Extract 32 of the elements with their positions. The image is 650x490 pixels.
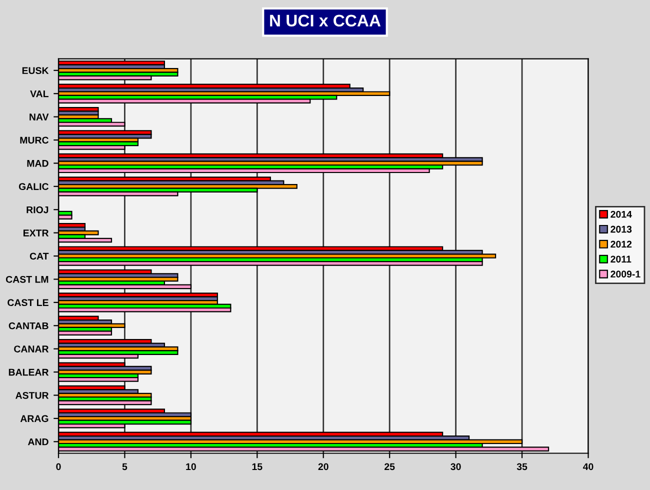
legend-label: 2011	[610, 256, 632, 263]
chart-title: N UCI x CCAA	[270, 14, 381, 27]
y-tick-label: NAV	[30, 114, 49, 120]
y-tick-label: ASTUR	[16, 392, 49, 399]
y-tick-label: VAL	[30, 90, 48, 98]
legend-label: 2013	[610, 226, 632, 233]
x-tick-label: 30	[450, 463, 461, 470]
legend-label: 2012	[610, 240, 632, 248]
x-tick-label: 35	[516, 463, 528, 470]
x-tick-label: 20	[318, 463, 328, 470]
y-tick-label: CAST LM	[6, 276, 48, 283]
y-tick-label: RIOJ	[26, 206, 48, 214]
legend-label: 2014	[610, 210, 632, 218]
y-tick-label: CANAR	[14, 346, 49, 352]
y-tick-label: CANTAB	[8, 322, 48, 330]
x-tick-label: 10	[186, 463, 196, 470]
y-tick-label: GALIC	[18, 183, 49, 190]
y-tick-label: MURC	[20, 136, 49, 144]
legend-label: 2009-1	[610, 270, 640, 278]
x-tick-label: 0	[56, 463, 61, 470]
y-tick-label: MAD	[27, 160, 48, 167]
y-tick-label: BALEAR	[8, 368, 49, 376]
x-tick-label: 5	[122, 463, 128, 470]
y-tick-label: CAT	[30, 252, 49, 260]
y-tick-label: AND	[28, 438, 48, 446]
x-tick-label: 25	[384, 463, 395, 470]
y-tick-label: EXTR	[24, 230, 49, 236]
x-tick-label: 15	[252, 463, 262, 470]
y-tick-label: EUSK	[22, 67, 49, 74]
y-tick-label: CAST LE	[8, 299, 48, 306]
x-tick-label: 40	[582, 463, 594, 470]
y-tick-label: ARAG	[20, 415, 48, 422]
